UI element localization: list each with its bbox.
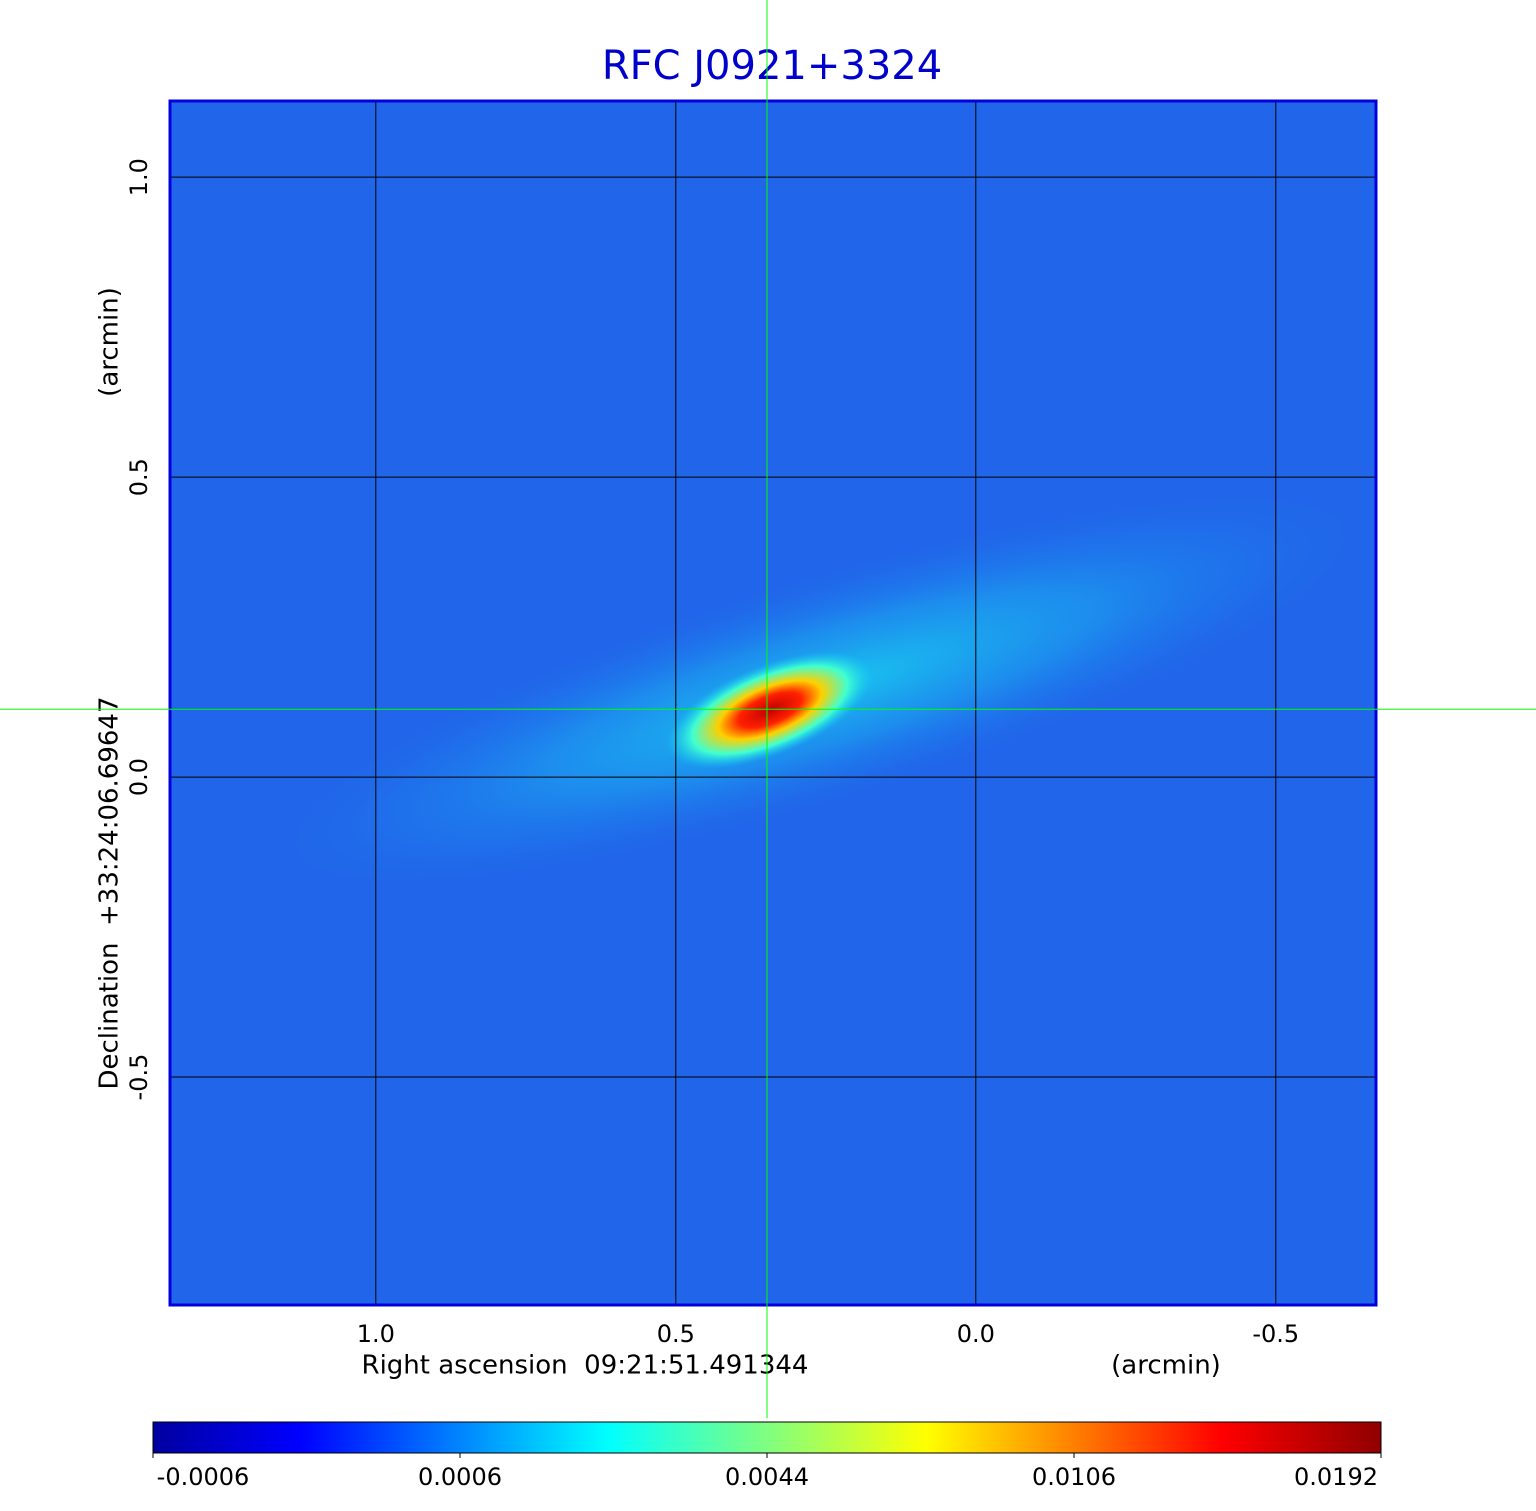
x-tick-label: 0.0 — [957, 1320, 995, 1348]
plot-area — [170, 101, 1376, 1305]
y-axis-unit: (arcmin) — [95, 287, 125, 397]
core-emission — [666, 651, 874, 769]
colorbar-tick-label: 0.0044 — [725, 1463, 809, 1491]
y-tick-label: 0.5 — [125, 458, 153, 496]
colorbar-tick-label: 0.0006 — [418, 1463, 502, 1491]
plot-frame — [168, 99, 1378, 1307]
x-tick-label: 1.0 — [357, 1320, 395, 1348]
colorbar-tick-label: -0.0006 — [157, 1463, 250, 1491]
colorbar-tick-label: 0.0192 — [1294, 1463, 1378, 1491]
y-axis-label: Declination +33:24:06.69647 — [95, 696, 125, 1089]
colorbar — [152, 1421, 1382, 1454]
x-tick-label: -0.5 — [1252, 1320, 1299, 1348]
y-tick-label: 0.0 — [125, 758, 153, 796]
y-tick-label: 1.0 — [125, 158, 153, 196]
x-tick-label: 0.5 — [657, 1320, 695, 1348]
y-tick-label: -0.5 — [125, 1054, 153, 1101]
x-axis-label: Right ascension 09:21:51.491344 — [362, 1351, 809, 1381]
colorbar-tick-label: 0.0106 — [1032, 1463, 1116, 1491]
x-axis-unit: (arcmin) — [1111, 1351, 1221, 1381]
chart-title: RFC J0921+3324 — [602, 43, 942, 89]
